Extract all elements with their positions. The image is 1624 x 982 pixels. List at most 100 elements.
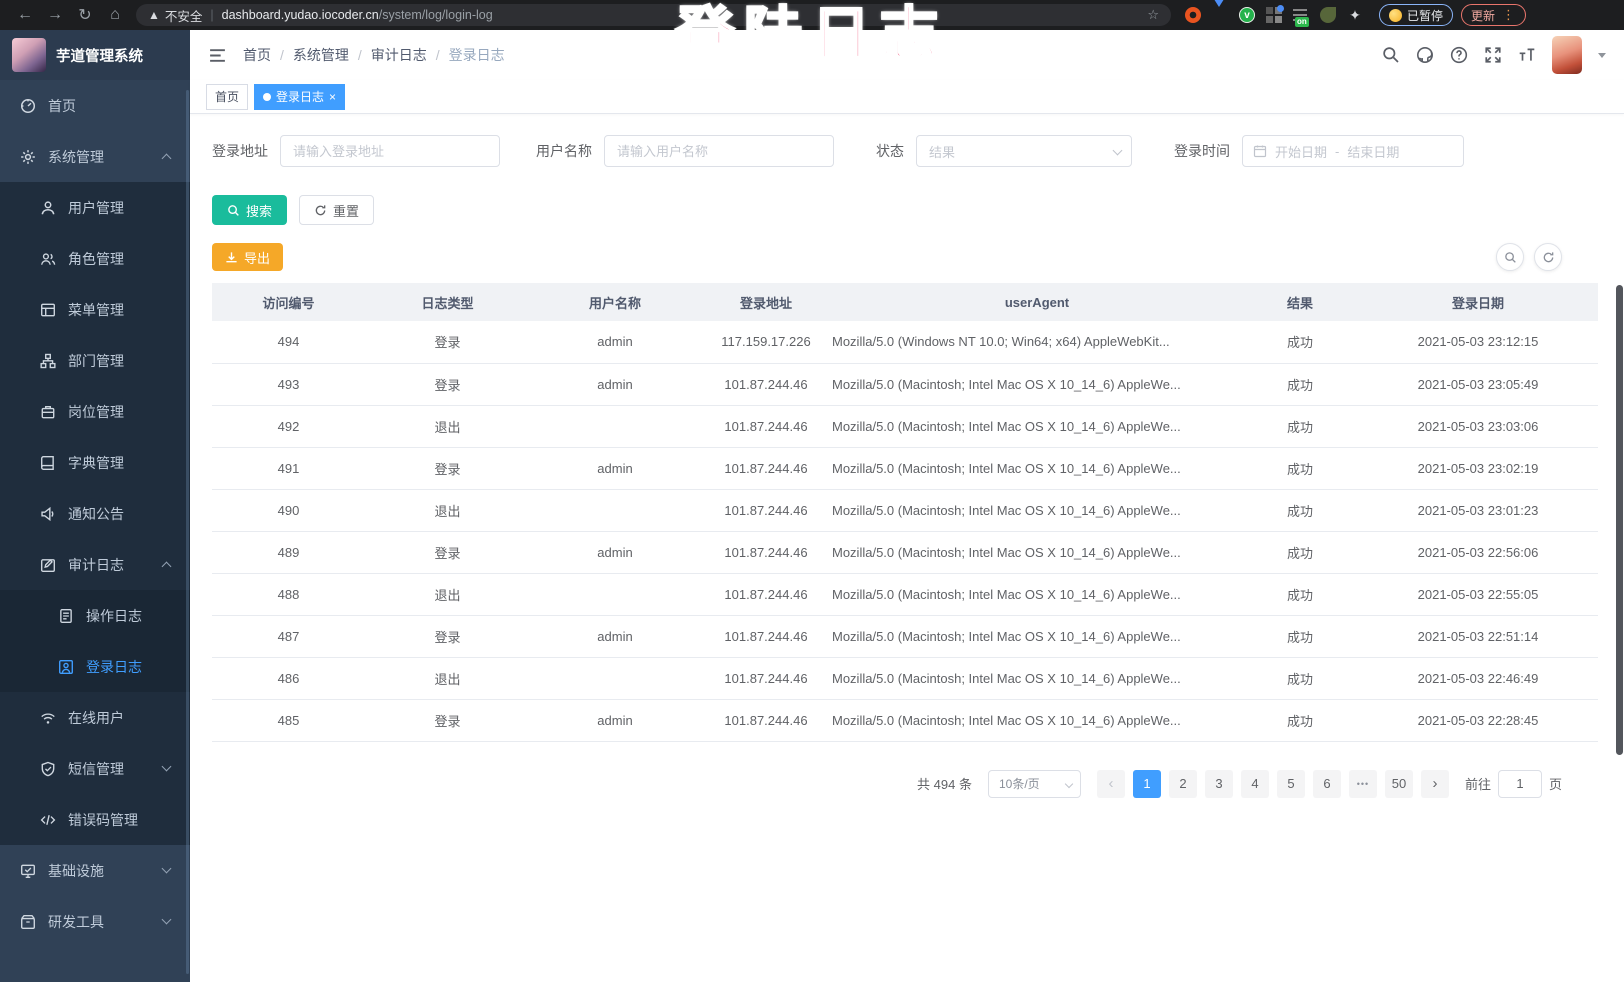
page-button-6[interactable]: 6 — [1312, 769, 1341, 798]
page-ellipsis[interactable]: ••• — [1348, 769, 1377, 798]
fullscreen-icon[interactable] — [1484, 46, 1502, 64]
sidebar-item-notice-announcement[interactable]: 通知公告 — [0, 488, 190, 539]
cell-useragent: Mozilla/5.0 (Macintosh; Intel Mac OS X 1… — [832, 615, 1242, 658]
cell-username — [530, 405, 700, 448]
sidebar-item-user-management[interactable]: 用户管理 — [0, 182, 190, 233]
sidebar-item-menu-management[interactable]: 菜单管理 — [0, 284, 190, 335]
update-button[interactable]: 更新 ⋮ — [1461, 4, 1527, 26]
col-log-type: 日志类型 — [365, 283, 530, 321]
extension-gem-icon[interactable] — [1212, 0, 1228, 24]
page-button-2[interactable]: 2 — [1168, 769, 1197, 798]
page-size-select[interactable]: 10条/页 — [987, 769, 1081, 798]
refresh-table-button[interactable] — [1534, 243, 1562, 271]
next-page-button[interactable]: › — [1420, 769, 1449, 798]
username-input[interactable] — [604, 135, 834, 167]
extension-green-icon[interactable]: v — [1239, 7, 1255, 23]
col-useragent: userAgent — [832, 283, 1242, 321]
sidebar-item-label: 首页 — [48, 97, 76, 114]
error-code-management-icon — [40, 812, 56, 828]
breadcrumb-system[interactable]: 系统管理 — [292, 47, 349, 63]
sidebar-item-dev-tools[interactable]: 研发工具 — [0, 896, 190, 947]
forward-button[interactable]: → — [47, 6, 63, 23]
extension-leaf-icon[interactable] — [1320, 7, 1336, 23]
page-button-50[interactable]: 50 — [1384, 769, 1413, 798]
search-toggle-icon — [1504, 251, 1516, 263]
page-button-4[interactable]: 4 — [1240, 769, 1269, 798]
address-bar[interactable]: ▲ 不安全 | dashboard.yudao.iocoder.cn /syst… — [136, 4, 1171, 26]
page-button-5[interactable]: 5 — [1276, 769, 1305, 798]
status-select[interactable]: 结果 — [916, 135, 1132, 167]
paused-badge[interactable]: 已暂停 — [1379, 4, 1454, 26]
extension-grid-icon[interactable] — [1266, 5, 1284, 23]
login-address-input[interactable] — [280, 135, 500, 167]
sidebar-item-sms-management[interactable]: 短信管理 — [0, 743, 190, 794]
tag-login-log[interactable]: 登录日志 × — [254, 83, 346, 110]
dev-tools-icon — [20, 914, 36, 930]
sidebar-item-post-management[interactable]: 岗位管理 — [0, 386, 190, 437]
search-button[interactable]: 搜索 — [212, 195, 288, 225]
export-button[interactable]: 导出 — [212, 243, 284, 271]
cell-log-type: 登录 — [365, 531, 530, 574]
sidebar-item-online-users[interactable]: 在线用户 — [0, 692, 190, 743]
sidebar-item-role-management[interactable]: 角色管理 — [0, 233, 190, 284]
sidebar-item-login-log[interactable]: 登录日志 — [0, 641, 190, 692]
sidebar-item-system-management[interactable]: 系统管理 — [0, 131, 190, 182]
font-size-icon[interactable] — [1518, 46, 1536, 64]
page-button-1[interactable]: 1 — [1132, 769, 1161, 798]
extension-orange-icon[interactable] — [1185, 7, 1201, 23]
sidebar-item-home[interactable]: 首页 — [0, 80, 190, 131]
extensions-puzzle-icon[interactable]: ✦ — [1349, 7, 1361, 23]
extension-list-icon[interactable]: on — [1293, 7, 1309, 27]
goto-page-input[interactable] — [1497, 769, 1542, 798]
hamburger-icon[interactable] — [208, 46, 227, 65]
cell-login-date: 2021-05-03 22:56:06 — [1358, 531, 1598, 574]
audit-log-icon — [40, 557, 56, 573]
cell-username: admin — [530, 699, 700, 742]
bookmark-star-icon[interactable]: ☆ — [1147, 7, 1159, 22]
logo-avatar — [12, 38, 46, 72]
cell-result: 成功 — [1242, 405, 1358, 448]
scrollbar-thumb[interactable] — [1616, 285, 1623, 755]
post-management-icon — [40, 404, 56, 420]
login-time-range-picker[interactable]: 开始日期 - 结束日期 — [1242, 135, 1464, 167]
tag-home[interactable]: 首页 — [206, 83, 249, 110]
sidebar-item-error-code-management[interactable]: 错误码管理 — [0, 794, 190, 845]
cell-access-id: 487 — [212, 615, 365, 658]
cell-log-type: 登录 — [365, 699, 530, 742]
export-button-label: 导出 — [244, 250, 271, 266]
breadcrumb-audit[interactable]: 审计日志 — [370, 47, 427, 63]
cell-access-id: 485 — [212, 699, 365, 742]
cell-username — [530, 573, 700, 616]
reload-button[interactable]: ↻ — [78, 7, 92, 24]
prev-page-button[interactable]: ‹ — [1096, 769, 1125, 798]
toggle-search-button[interactable] — [1496, 243, 1524, 271]
sidebar-item-operation-log[interactable]: 操作日志 — [0, 590, 190, 641]
app-logo[interactable]: 芋道管理系统 — [0, 30, 190, 80]
sidebar-item-audit-log[interactable]: 审计日志 — [0, 539, 190, 590]
cell-result: 成功 — [1242, 321, 1358, 364]
home-button[interactable]: ⌂ — [110, 6, 120, 23]
docs-help-icon[interactable] — [1450, 46, 1468, 64]
browser-menu-dots-icon[interactable]: ⋮ — [1502, 7, 1517, 22]
total-count-label: 共 494 条 — [917, 777, 972, 792]
cell-useragent: Mozilla/5.0 (Macintosh; Intel Mac OS X 1… — [832, 699, 1242, 742]
back-button[interactable]: ← — [17, 6, 33, 23]
sidebar-item-label: 短信管理 — [68, 760, 124, 777]
page-button-3[interactable]: 3 — [1204, 769, 1233, 798]
breadcrumb-separator: / — [357, 47, 362, 63]
sidebar-item-dept-management[interactable]: 部门管理 — [0, 335, 190, 386]
search-icon[interactable] — [1382, 46, 1400, 64]
breadcrumb-home[interactable]: 首页 — [243, 47, 271, 63]
sidebar-item-dict-management[interactable]: 字典管理 — [0, 437, 190, 488]
user-avatar[interactable] — [1552, 36, 1582, 74]
chevron-down-icon — [1064, 779, 1074, 788]
github-icon[interactable] — [1416, 46, 1434, 64]
dept-management-icon — [40, 353, 56, 369]
cell-useragent: Mozilla/5.0 (Macintosh; Intel Mac OS X 1… — [832, 363, 1242, 406]
not-secure-label: 不安全 — [164, 9, 203, 24]
tag-close-icon[interactable]: × — [329, 89, 337, 104]
caret-down-icon[interactable] — [1598, 52, 1606, 58]
cell-result: 成功 — [1242, 657, 1358, 700]
sidebar-item-infrastructure[interactable]: 基础设施 — [0, 845, 190, 896]
reset-button[interactable]: 重置 — [299, 195, 375, 225]
